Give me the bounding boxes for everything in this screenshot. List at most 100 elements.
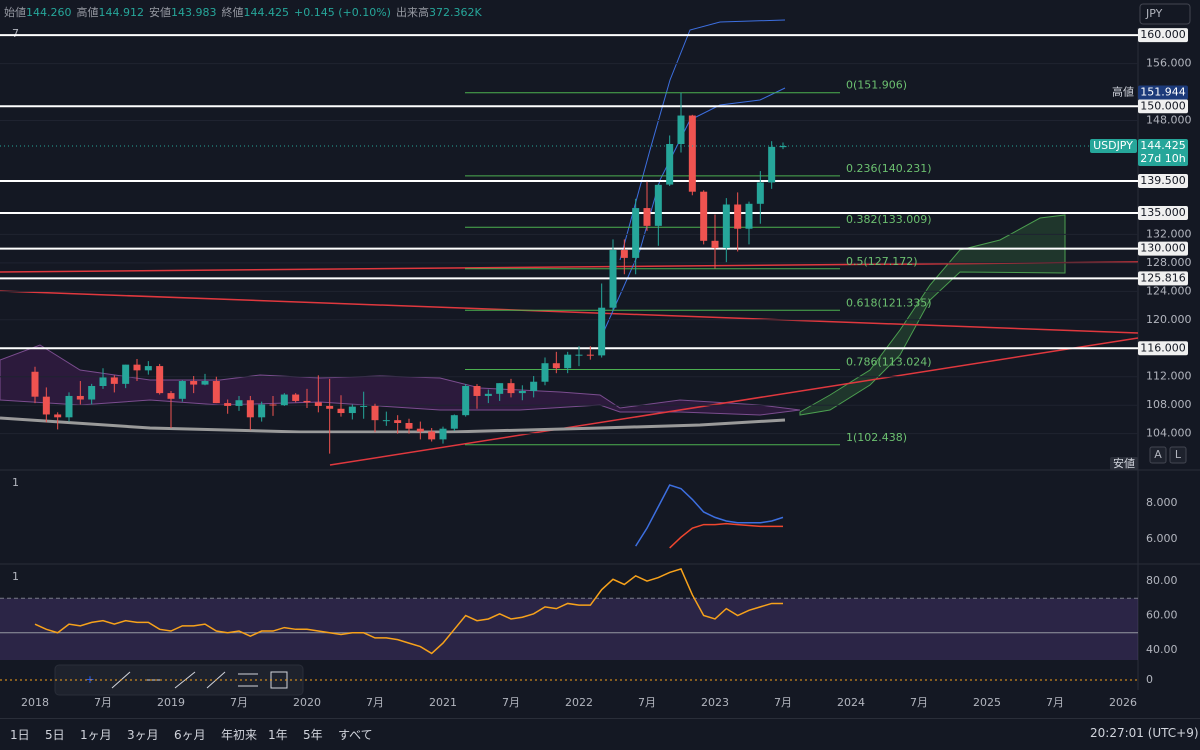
candle-body [167, 393, 175, 399]
y-tick-label: 132.000 [1146, 227, 1192, 240]
candle-body [496, 383, 504, 394]
range-button[interactable]: 年初来 [221, 728, 258, 742]
ohlc-label: 安値 [149, 6, 171, 19]
range-button[interactable]: すべて [338, 728, 373, 742]
candle-body [552, 363, 560, 369]
fib-label: 0(151.906) [846, 79, 907, 92]
x-tick-label: 7月 [94, 696, 112, 709]
x-tick-label: 2025 [973, 696, 1001, 709]
y-tick-label: 40.00 [1146, 643, 1178, 656]
scale-button-label[interactable]: L [1175, 448, 1182, 461]
panel-label: 1 [12, 476, 19, 489]
candle-body [575, 354, 583, 356]
level-label: 125.816 [1140, 271, 1186, 284]
y-tick-label: 124.000 [1146, 284, 1192, 297]
candle-body [530, 381, 538, 391]
candle-body [734, 204, 742, 229]
clock: 20:27:01 (UTC+9) [1090, 726, 1199, 740]
candle-body [280, 394, 288, 406]
x-tick-label: 2026 [1109, 696, 1137, 709]
range-button[interactable]: 3ヶ月 [127, 728, 159, 742]
candle-body [65, 395, 73, 418]
x-tick-label: 7月 [230, 696, 248, 709]
candle-body [688, 115, 696, 192]
scale-button-label[interactable]: A [1154, 448, 1162, 461]
candle-body [224, 403, 232, 406]
volume-label: 出来高 [395, 6, 429, 19]
scale-button[interactable] [1169, 446, 1187, 464]
candle-body [314, 402, 322, 406]
candle-body [42, 396, 50, 415]
level-box [1138, 99, 1188, 114]
candle-body [133, 364, 141, 371]
ohlc-value: 144.912 [98, 6, 145, 19]
candle-body [711, 240, 719, 248]
range-button[interactable]: 5日 [45, 728, 65, 742]
scale-button[interactable] [1149, 446, 1167, 464]
ohlc-value: 144.425 [243, 6, 290, 19]
symbol: USDJPY [1093, 139, 1133, 152]
range-button[interactable]: 1ヶ月 [80, 728, 112, 742]
candle-body [541, 363, 549, 382]
x-tick-label: 7月 [638, 696, 656, 709]
level-label: 150.000 [1140, 99, 1186, 112]
y-tick-label: 108.000 [1146, 398, 1192, 411]
candle-body [360, 405, 368, 407]
ichimoku-cloud [799, 214, 1066, 416]
candle-body [348, 406, 356, 414]
high-label: 151.944 [1140, 85, 1186, 98]
y-tick-label: 104.000 [1146, 427, 1192, 440]
y-tick-label: 120.000 [1146, 313, 1192, 326]
x-tick-label: 2023 [701, 696, 729, 709]
high-title: 高値 [1112, 84, 1134, 98]
countdown: 27d 10h [1140, 152, 1185, 165]
x-tick-label: 7月 [774, 696, 792, 709]
candle-body [598, 307, 606, 356]
level-box [1138, 341, 1188, 356]
currency-box[interactable] [1139, 3, 1191, 25]
candle-body [462, 385, 470, 416]
range-button[interactable]: 1年 [268, 728, 288, 742]
candle-body [337, 408, 345, 414]
fib-label: 0.236(140.231) [846, 162, 932, 175]
x-tick-label: 7月 [910, 696, 928, 709]
candle-body [382, 420, 390, 422]
level-label: 139.500 [1140, 174, 1186, 187]
range-button[interactable]: 6ヶ月 [174, 728, 206, 742]
candle-body [394, 420, 402, 424]
symbol-box [1090, 138, 1137, 153]
candle-body [156, 366, 164, 394]
candle-body [178, 381, 186, 399]
y-tick-label: 6.000 [1146, 532, 1178, 545]
x-tick-label: 7月 [366, 696, 384, 709]
level-box [1138, 28, 1188, 43]
candle-body [235, 400, 243, 406]
level-box [1138, 206, 1188, 221]
candle-body [76, 395, 84, 400]
candle-body [110, 377, 118, 384]
indicator-line [669, 522, 783, 549]
currency[interactable]: JPY [1145, 7, 1163, 20]
range-bar: 20:27:01 (UTC+9) 1日 5日 1ヶ月 3ヶ月 6ヶ月 年初来 1年 5年 すべて [0, 718, 1200, 750]
range-button[interactable]: 5年 [303, 728, 323, 742]
fib-label: 0.5(127.172) [846, 255, 918, 268]
candle-body [303, 400, 311, 403]
x-tick-label: 2022 [565, 696, 593, 709]
y-tick-label: 156.000 [1146, 57, 1192, 70]
y-tick-label: 8.000 [1146, 496, 1178, 509]
range-button[interactable]: 1日 [10, 728, 30, 742]
candle-body [428, 431, 436, 440]
bollinger-band [619, 19, 786, 261]
x-tick-label: 2019 [157, 696, 185, 709]
level-box [1138, 271, 1188, 286]
y-tick-label: 128.000 [1146, 256, 1192, 269]
level-box [1138, 174, 1188, 189]
level-label: 160.000 [1140, 28, 1186, 41]
trend-line [0, 261, 1139, 273]
trend-line [329, 337, 1139, 466]
candle-body [768, 146, 776, 183]
fib-label: 1(102.438) [846, 431, 907, 444]
ohlc-header: 始値144.260 高値144.912 安値143.983 終値144.425 +0.1… [4, 4, 487, 20]
volume-tick-label: 0 [1146, 673, 1153, 686]
